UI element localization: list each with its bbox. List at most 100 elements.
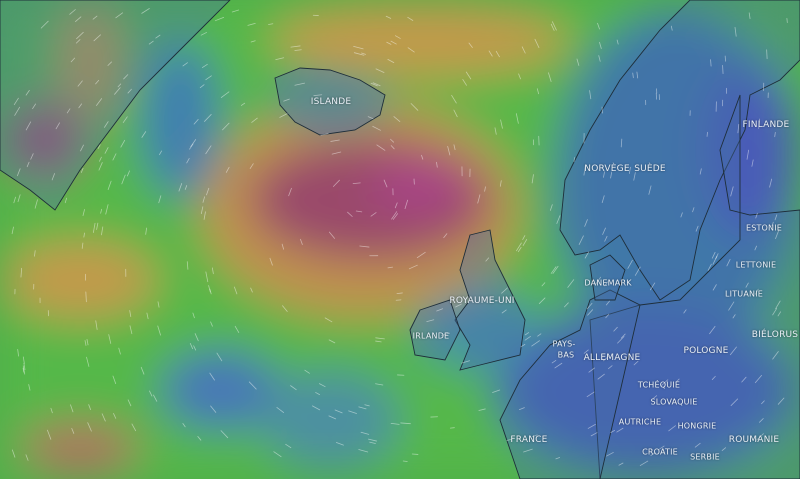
wind-particle <box>249 163 254 169</box>
wind-particle <box>40 20 49 29</box>
wind-particle <box>47 429 52 440</box>
wind-particle <box>233 286 238 295</box>
wind-particle <box>76 31 84 40</box>
wind-particle <box>769 178 773 188</box>
wind-particle <box>14 106 21 116</box>
wind-particle <box>754 375 763 384</box>
wind-particle <box>375 383 384 386</box>
wind-particle <box>537 333 542 337</box>
wind-particle <box>96 222 99 230</box>
wind-particle <box>737 123 740 134</box>
wind-particle <box>182 423 186 428</box>
wind-particle <box>367 116 374 120</box>
wind-particle <box>709 325 716 335</box>
wind-particle <box>96 98 103 106</box>
wind-particle <box>51 173 55 181</box>
wind-particle <box>112 375 117 384</box>
wind-particle <box>587 309 594 316</box>
wind-particle <box>158 195 162 204</box>
wind-particle <box>634 266 641 276</box>
wind-particle <box>392 213 399 220</box>
wind-particle <box>555 457 561 460</box>
iceland <box>274 67 386 136</box>
wind-particle <box>279 113 288 118</box>
wind-particle <box>711 251 716 259</box>
wind-particle <box>155 34 161 39</box>
wind-particle <box>127 399 132 407</box>
wind-particle <box>517 246 522 253</box>
wind-particle <box>524 332 530 336</box>
wind-particle <box>372 82 381 87</box>
wind-particle <box>120 139 126 148</box>
wind-particle <box>98 162 103 171</box>
wind-particle <box>97 144 101 149</box>
wind-particle <box>141 8 150 14</box>
wind-particle <box>692 207 695 213</box>
wind-particle <box>748 12 751 20</box>
wind-particle <box>613 326 618 332</box>
wind-particle <box>17 168 21 177</box>
wind-particle <box>707 263 712 271</box>
wind-particle <box>205 271 209 283</box>
wind-particle <box>315 392 320 396</box>
wind-particle <box>324 317 333 323</box>
wind-particle <box>683 309 687 314</box>
wind-particle <box>699 168 702 175</box>
country-label-lituanie: LITUANIE <box>724 289 764 299</box>
wind-particle <box>112 153 117 161</box>
country-label-lettonie: LETTONIE <box>735 260 777 270</box>
wind-particle <box>318 383 326 388</box>
wind-particle <box>101 226 104 236</box>
wind-particle <box>771 221 774 227</box>
finland-baltic <box>589 94 800 479</box>
wind-particle <box>775 229 780 240</box>
wind-particle <box>639 460 649 466</box>
wind-particle <box>375 68 385 73</box>
wind-particle <box>149 390 153 397</box>
wind-particle <box>421 154 424 160</box>
wind-particle <box>376 144 386 151</box>
wind-particle <box>186 158 190 164</box>
wind-particle <box>499 180 502 187</box>
wind-particle <box>606 452 614 457</box>
wind-particle <box>694 442 701 448</box>
wind-particle <box>628 166 631 174</box>
wind-particle <box>601 195 605 204</box>
wind-particle <box>390 40 397 45</box>
wind-particle <box>488 50 493 57</box>
country-label-serbie: SERBIE <box>690 452 720 462</box>
wind-streaks <box>11 8 788 466</box>
wind-particle <box>210 321 213 327</box>
wind-particle <box>775 300 781 310</box>
country-label-finlande: FINLANDE <box>742 120 790 130</box>
wind-particle <box>385 15 392 19</box>
wind-particle <box>588 367 595 373</box>
wind-particle <box>358 449 369 453</box>
wind-particle <box>126 170 130 177</box>
wind-particle <box>370 82 378 87</box>
wind-particle <box>157 301 160 308</box>
wind-particle <box>101 413 106 422</box>
wind-particle <box>328 339 336 344</box>
wind-particle <box>107 61 112 66</box>
wind-particle <box>320 133 329 136</box>
wind-particle <box>118 347 121 355</box>
wind-particle <box>551 21 557 31</box>
wind-particle <box>22 356 25 364</box>
wind-particle <box>732 314 736 319</box>
wind-particle <box>746 149 750 160</box>
country-label-tchequie: TCHÉQUIE <box>637 380 681 390</box>
wind-particle <box>590 432 598 437</box>
wind-particle <box>758 118 761 129</box>
wind-particle <box>620 138 623 148</box>
wind-particle <box>331 151 342 155</box>
country-label-pays-bas-2: BAS <box>557 350 575 360</box>
wind-particle <box>157 325 161 336</box>
wind-particle <box>75 39 81 44</box>
wind-particle <box>332 179 340 187</box>
wind-particle <box>93 34 101 42</box>
wind-particle <box>209 288 212 295</box>
country-label-bielorus: BIÉLORUS <box>751 330 799 340</box>
wind-particle <box>730 398 739 406</box>
